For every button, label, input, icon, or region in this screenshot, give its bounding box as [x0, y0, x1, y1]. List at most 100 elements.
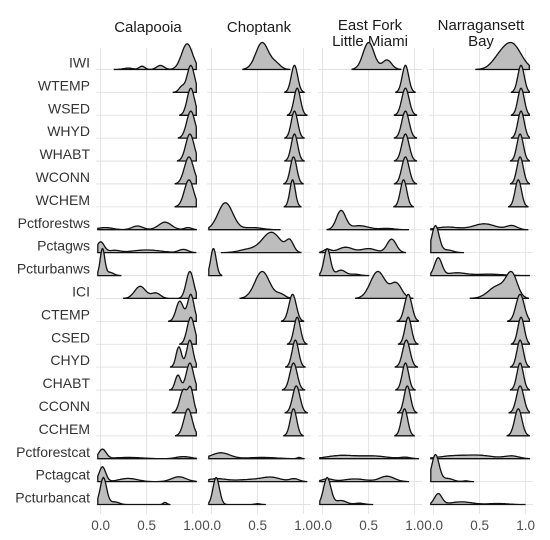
- facet-panel: East Fork Little Miami 0.0 0.5 1.0: [313, 17, 424, 533]
- row-label: Pcturbancat: [15, 490, 90, 506]
- density-ridge: [326, 209, 410, 231]
- density-ridge: [319, 238, 407, 254]
- row-label: Pcturbanws: [17, 261, 90, 277]
- density-ridge: [508, 385, 530, 414]
- density-ridge: [395, 64, 416, 94]
- density-ridge: [113, 43, 197, 71]
- x-tick-label: 0.5: [248, 518, 267, 533]
- x-tick-label: 1.0: [405, 518, 424, 533]
- density-ridge: [509, 339, 530, 368]
- density-ridge: [396, 293, 419, 322]
- density-ridge: [395, 362, 416, 391]
- density-ridge: [430, 454, 530, 460]
- row-label: ICI: [72, 283, 90, 299]
- x-tick-label: 1.0: [516, 518, 535, 533]
- row-label: WCHEM: [36, 192, 90, 208]
- density-ridge: [430, 256, 530, 277]
- density-ridge: [172, 64, 197, 94]
- density-ridge: [475, 41, 530, 71]
- density-ridge: [393, 133, 418, 162]
- density-ridge: [393, 87, 418, 116]
- density-ridge: [285, 339, 306, 368]
- x-tick-label: 0.0: [424, 518, 443, 533]
- density-ridge: [506, 408, 530, 437]
- density-ridge: [510, 110, 530, 139]
- panel-title: Narragansett Bay: [438, 17, 526, 50]
- density-ridge: [220, 231, 302, 254]
- row-label: Pctagws: [37, 238, 90, 254]
- row-label: CSED: [51, 329, 90, 345]
- density-ridge: [393, 156, 418, 185]
- density-ridge: [319, 475, 410, 483]
- density-ridge: [507, 293, 530, 322]
- x-tick-label: 0.0: [313, 518, 332, 533]
- density-ridge: [283, 156, 304, 185]
- row-label: CHYD: [50, 352, 90, 368]
- density-ridge: [286, 87, 308, 116]
- density-ridge: [97, 241, 197, 254]
- row-label: WTEMP: [38, 77, 90, 93]
- density-ridge: [396, 385, 418, 414]
- density-ridge: [179, 316, 197, 345]
- density-ridge: [174, 179, 197, 208]
- density-ridge: [239, 270, 295, 300]
- density-ridge: [394, 339, 419, 368]
- row-label: CCONN: [39, 398, 90, 414]
- row-label: Pctagcat: [36, 467, 91, 483]
- density-ridge: [430, 223, 529, 231]
- density-ridge: [176, 133, 197, 162]
- panel-title: East Fork Little Miami: [332, 17, 408, 50]
- density-ridge: [283, 408, 304, 437]
- density-ridge: [284, 385, 308, 414]
- density-ridge: [174, 408, 197, 437]
- density-ridge: [509, 133, 530, 162]
- density-ridge: [469, 270, 530, 300]
- density-ridge: [97, 466, 197, 483]
- row-label: WCONN: [36, 169, 90, 185]
- density-ridge: [284, 110, 305, 139]
- density-ridge: [355, 270, 414, 300]
- density-ridge: [319, 247, 370, 277]
- density-ridge: [281, 362, 306, 391]
- x-tick-label: 0.0: [91, 518, 110, 533]
- x-tick-label: 1.0: [183, 518, 202, 533]
- x-tick-label: 1.0: [294, 518, 313, 533]
- density-ridge: [97, 476, 171, 506]
- density-ridge: [208, 202, 281, 231]
- density-ridge: [286, 316, 308, 345]
- density-ridge: [319, 476, 374, 506]
- density-ridge: [284, 64, 305, 94]
- density-ridge: [509, 362, 530, 391]
- x-tick-label: 0.5: [359, 518, 378, 533]
- density-ridge: [97, 448, 197, 460]
- density-ridge: [177, 110, 197, 139]
- density-ridge: [168, 362, 197, 391]
- density-ridge: [208, 476, 266, 506]
- density-ridge: [208, 476, 308, 483]
- density-ridge: [394, 408, 415, 437]
- row-label: Pctforestws: [18, 215, 90, 231]
- density-ridge: [393, 110, 418, 139]
- density-ridge: [510, 64, 530, 94]
- density-ridge: [351, 41, 402, 71]
- density-ridge: [179, 87, 197, 116]
- density-ridge: [280, 293, 305, 322]
- row-label: CHABT: [43, 375, 91, 391]
- density-ridge: [208, 452, 305, 460]
- x-tick-label: 0.5: [137, 518, 156, 533]
- density-ridge: [174, 156, 197, 185]
- density-ridge: [430, 492, 526, 506]
- row-label: CCHEM: [39, 421, 90, 437]
- density-ridge: [122, 270, 197, 300]
- density-ridge: [283, 179, 302, 208]
- row-label: CTEMP: [41, 306, 90, 322]
- density-ridge: [393, 179, 414, 208]
- density-ridge: [97, 247, 122, 277]
- density-ridge: [510, 87, 530, 116]
- density-ridge: [171, 385, 197, 414]
- density-ridge: [208, 247, 223, 277]
- row-label: WHYD: [47, 123, 90, 139]
- row-label: WHABT: [39, 146, 90, 162]
- x-tick-label: 0.0: [202, 518, 221, 533]
